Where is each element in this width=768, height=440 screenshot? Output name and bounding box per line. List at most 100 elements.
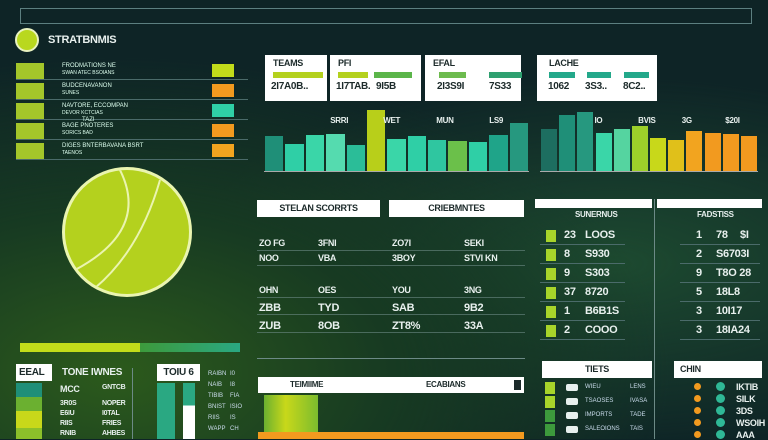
row-divider xyxy=(257,297,525,298)
card-value: 8C2.. xyxy=(623,81,646,92)
bar xyxy=(366,110,386,171)
list-item[interactable]: DIGES BNTERBAVANA BSRT TAENOS xyxy=(16,142,248,160)
leaderboard-row[interactable]: 2 COOO xyxy=(540,322,625,340)
score: S6703I xyxy=(716,248,750,260)
list-item[interactable]: FRODMATIONS NE SWAN ATEC BSOIANS xyxy=(16,62,248,80)
timeline-header: TEIMIIME ECABIANS xyxy=(258,377,524,393)
divider xyxy=(654,199,655,439)
item-label: TSAOSES xyxy=(585,398,614,404)
cell: RNIB xyxy=(60,430,76,437)
column-bar xyxy=(183,383,195,439)
stat-card-pfi[interactable]: PFI 1I7TAB. 9I5B xyxy=(330,55,421,101)
list-item-sub: DEVOR KCTCIAS xyxy=(62,110,103,116)
list-item-sub: SWAN ATEC BSOIANS xyxy=(62,70,115,76)
side-value: FIA xyxy=(230,393,240,399)
score-cell: TYD xyxy=(318,302,340,314)
cell: 3R0S xyxy=(60,400,77,407)
stat-card-efal[interactable]: EFAL 2I3S9I 7S33 xyxy=(425,55,522,101)
list-item[interactable]: BAGE PNOTERES SORICS BAD xyxy=(16,122,248,140)
leaderboard-row[interactable]: 3 18IA24 xyxy=(680,322,760,340)
card-value: 2I3S9I xyxy=(437,81,465,92)
progress-bar-lime xyxy=(20,343,140,352)
bar xyxy=(305,134,325,171)
leaderboard-row[interactable]: 8 S930 xyxy=(540,246,625,264)
swatch xyxy=(545,382,555,394)
row-divider xyxy=(257,332,525,333)
item-icon xyxy=(566,426,578,433)
rank: 3 xyxy=(696,305,702,317)
list-item-swatch xyxy=(16,103,44,119)
app-title: STRATBNMIS xyxy=(48,34,117,46)
score: 78 xyxy=(716,229,728,241)
list-item-sub: SUNES xyxy=(62,90,80,96)
stat-card-lache[interactable]: LACHE 1062 3S3.. 8C2.. xyxy=(537,55,657,101)
leaderboard-row[interactable]: 1 B6B1S xyxy=(540,303,625,321)
timeline-title: TEIMIIME xyxy=(290,380,324,389)
list-item-title: BUDCENAVANON xyxy=(62,83,112,89)
bar xyxy=(346,145,365,171)
rank-swatch xyxy=(546,306,556,318)
column-bar xyxy=(157,383,175,439)
cell: AHBES xyxy=(102,430,126,437)
color-legend xyxy=(16,383,42,439)
bar xyxy=(509,123,528,171)
row-divider xyxy=(257,265,525,266)
bar-label: $20I xyxy=(725,116,740,125)
list-item-swatch xyxy=(16,123,44,139)
side-value: ISIO xyxy=(230,404,243,410)
rank: 3 xyxy=(696,324,702,336)
bar xyxy=(668,140,685,171)
list-item-title: NAVTORE, ECCOMPAN xyxy=(62,103,129,109)
list-item-title: BAGE PNOTERES xyxy=(62,123,114,129)
list-item-text: DIGES BNTERBAVANA BSRT TAENOS xyxy=(62,143,143,157)
teal-dot-icon xyxy=(716,418,725,427)
teal-dot-icon xyxy=(716,430,725,439)
card-bar xyxy=(489,72,522,78)
score: 18L8 xyxy=(716,286,740,298)
list-item-indicator xyxy=(212,144,234,157)
leaderboard-row[interactable]: 9 S303 xyxy=(540,265,625,283)
panel-menu-icon[interactable] xyxy=(514,380,521,390)
card-value: 1I7TAB. xyxy=(336,81,371,92)
chin-value: AAA xyxy=(736,430,755,440)
list-item-indicator xyxy=(212,64,234,77)
leaderboard-row[interactable]: 9 T8O 28 xyxy=(680,265,760,283)
side-label: RAIBN xyxy=(208,371,227,377)
bar-label: SRRI xyxy=(330,116,349,125)
top-search-bar[interactable] xyxy=(20,8,752,24)
list-item[interactable]: BUDCENAVANON SUNES xyxy=(16,82,248,100)
cell: RIIS xyxy=(60,420,73,427)
rank-swatch xyxy=(546,325,556,337)
bar xyxy=(650,137,667,171)
orange-dot-icon xyxy=(694,419,701,426)
pie-lines xyxy=(74,170,161,289)
swatch xyxy=(545,410,555,422)
leaderboard-row[interactable]: 37 8720 xyxy=(540,284,625,302)
leaderboard-row[interactable]: 23 LOOS xyxy=(540,227,625,245)
leaderboard-row[interactable]: 2 S6703I xyxy=(680,246,760,264)
divider xyxy=(257,358,525,359)
list-item[interactable]: NAVTORE, ECCOMPAN DEVOR KCTCIAS TAZI xyxy=(16,102,248,123)
rank-swatch xyxy=(546,287,556,299)
score-cell: YOU xyxy=(392,285,411,295)
score-cell: 3NG xyxy=(464,285,482,295)
rank: 8 xyxy=(564,248,570,260)
stat-card-teams[interactable]: TEAMS 2I7A0B.. xyxy=(265,55,327,101)
panel-header-tiets: TIETS xyxy=(542,361,652,378)
row-divider xyxy=(257,314,525,315)
item-value: IVASA xyxy=(630,398,648,404)
list-item-swatch xyxy=(16,63,44,79)
leaderboard-row[interactable]: 1 78 $I xyxy=(680,227,760,245)
card-value: 9I5B xyxy=(376,81,396,92)
bar-label: MUN xyxy=(436,116,454,125)
leaderboard-row[interactable]: 3 10I17 xyxy=(680,303,760,321)
rank: 2 xyxy=(696,248,702,260)
bar xyxy=(407,135,427,171)
card-bar xyxy=(374,72,412,78)
rank: 2 xyxy=(564,324,570,336)
timeline-highlight-row[interactable] xyxy=(258,432,524,439)
orange-dot-icon xyxy=(694,395,701,402)
list-item-text: BAGE PNOTERES SORICS BAD xyxy=(62,123,113,137)
item-value: TADE xyxy=(630,412,646,418)
leaderboard-row[interactable]: 5 18L8 xyxy=(680,284,760,302)
